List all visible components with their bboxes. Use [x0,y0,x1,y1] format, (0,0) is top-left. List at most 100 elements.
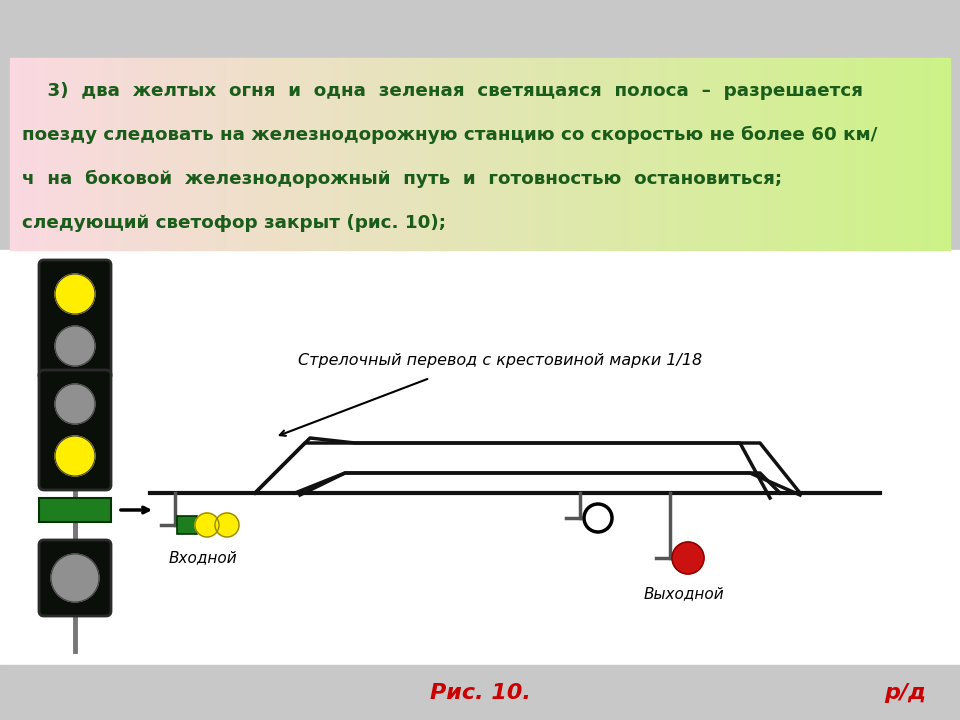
Bar [527,58,537,250]
Bar [405,58,415,250]
Bar [555,58,564,250]
Bar [818,58,828,250]
Circle shape [55,274,95,314]
Text: Входной: Входной [169,550,237,565]
Bar [574,58,584,250]
Bar [912,58,922,250]
Bar [311,58,321,250]
Bar [329,58,339,250]
Bar [762,58,772,250]
Bar [57,58,66,250]
Bar [376,58,386,250]
FancyBboxPatch shape [39,260,111,380]
Bar [414,58,423,250]
Bar [828,58,837,250]
Circle shape [55,436,95,476]
Text: Рис. 10.: Рис. 10. [429,683,531,703]
Bar [678,58,687,250]
Bar [227,58,236,250]
Bar [564,58,574,250]
Bar [274,58,282,250]
Bar [198,58,207,250]
Bar [733,58,743,250]
Bar [903,58,913,250]
Text: р/д: р/д [884,683,926,703]
Bar [706,58,715,250]
FancyBboxPatch shape [39,540,111,616]
Circle shape [672,542,704,574]
Bar [508,58,517,250]
Bar [922,58,931,250]
Circle shape [51,554,99,602]
Bar [245,58,254,250]
Bar [76,58,85,250]
Bar [593,58,602,250]
Bar [10,58,19,250]
Bar [123,58,132,250]
Text: Выходной: Выходной [644,586,724,601]
Bar [104,58,113,250]
Bar [753,58,762,250]
Bar [151,58,160,250]
Bar [612,58,621,250]
Bar [470,58,480,250]
Bar [631,58,640,250]
Bar [649,58,659,250]
Bar [367,58,376,250]
Circle shape [215,513,239,537]
Bar [856,58,866,250]
Bar [348,58,358,250]
Bar [809,58,819,250]
Bar [321,58,329,250]
Bar [160,58,170,250]
Bar [235,58,245,250]
Bar [142,58,151,250]
Bar [433,58,443,250]
Bar [790,58,800,250]
Bar [772,58,780,250]
Bar [584,58,593,250]
Bar [177,516,197,534]
Bar [780,58,790,250]
Bar [884,58,894,250]
Bar [546,58,555,250]
Bar [423,58,433,250]
Text: ч  на  боковой  железнодорожный  путь  и  готовностью  остановиться;: ч на боковой железнодорожный путь и гото… [22,170,782,188]
Bar [941,58,950,250]
Bar [865,58,875,250]
Text: поезду следовать на железнодорожную станцию со скоростью не более 60 км/: поезду следовать на железнодорожную стан… [22,126,877,144]
Bar [301,58,311,250]
Circle shape [55,326,95,366]
Bar [894,58,903,250]
Bar [396,58,405,250]
Bar [686,58,696,250]
Bar [95,58,104,250]
Bar [85,58,95,250]
Bar [180,58,189,250]
Bar [837,58,847,250]
Bar [847,58,856,250]
Bar [170,58,180,250]
Bar [0,665,960,720]
Bar [490,58,499,250]
Bar [499,58,508,250]
Bar [639,58,649,250]
Bar [621,58,631,250]
Bar [537,58,546,250]
Bar [0,250,960,665]
Bar [659,58,668,250]
Bar [0,0,960,58]
Bar [358,58,368,250]
Bar [339,58,348,250]
Bar [217,58,227,250]
Text: следующий светофор закрыт (рис. 10);: следующий светофор закрыт (рис. 10); [22,214,446,232]
Bar [480,58,490,250]
Bar [452,58,462,250]
Bar [19,58,29,250]
Bar [132,58,142,250]
Bar [715,58,725,250]
Text: 3)  два  желтых  огня  и  одна  зеленая  светящаяся  полоса  –  разрешается: 3) два желтых огня и одна зеленая светящ… [22,82,863,100]
Bar [931,58,941,250]
Bar [696,58,706,250]
Bar [461,58,470,250]
